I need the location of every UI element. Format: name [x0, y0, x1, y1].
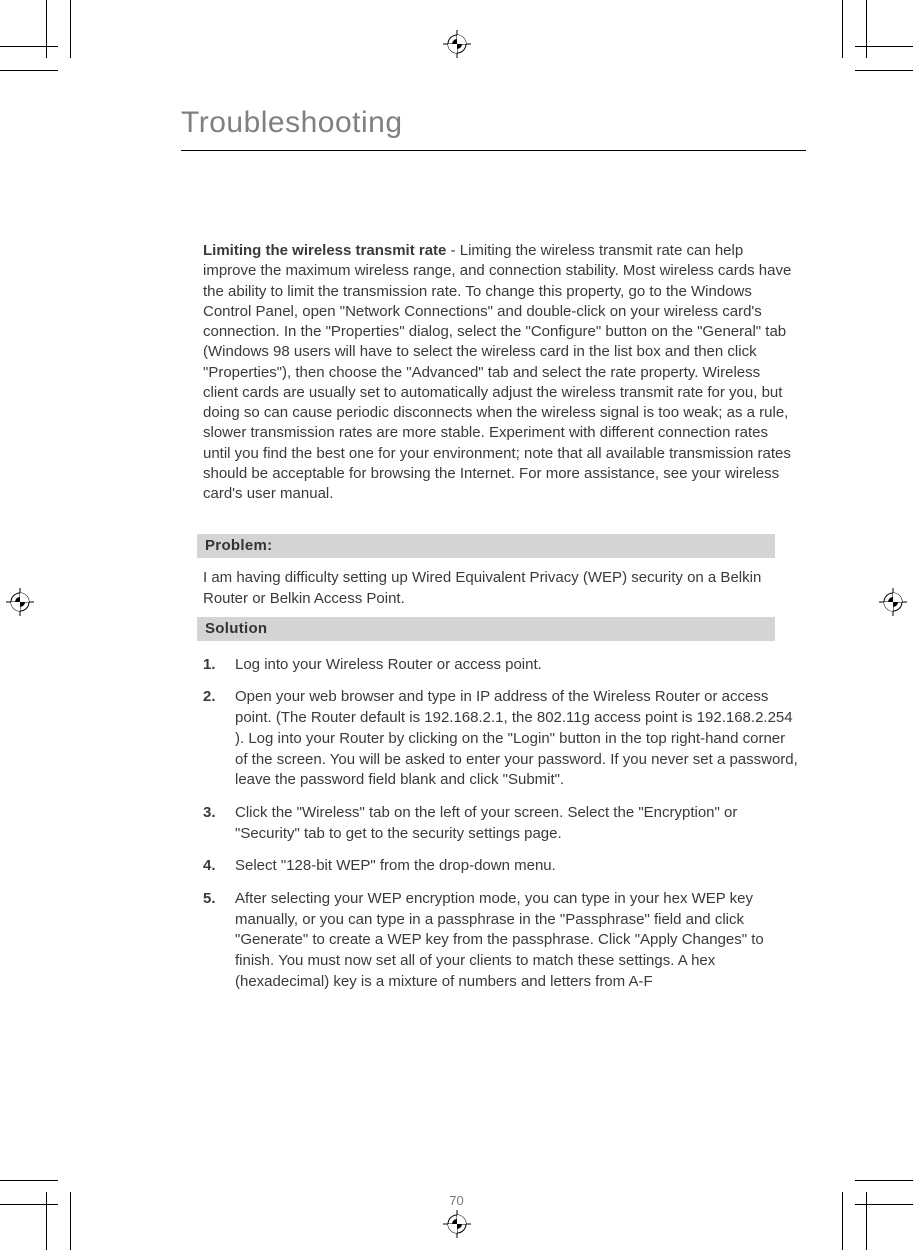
crop-mark [0, 70, 58, 71]
step-text: Select "128-bit WEP" from the drop-down … [235, 856, 798, 877]
title-rule [181, 150, 806, 151]
intro-bold-lead: Limiting the wireless transmit rate [203, 242, 446, 259]
solution-label: Solution [205, 620, 267, 637]
page-title: Troubleshooting [181, 106, 806, 148]
intro-text: - Limiting the wireless transmit rate ca… [203, 242, 791, 502]
page-content: Troubleshooting Limiting the wireless tr… [181, 106, 806, 1004]
registration-mark-icon [6, 588, 34, 616]
registration-mark-icon [443, 30, 471, 58]
step-text: Log into your Wireless Router or access … [235, 655, 798, 676]
problem-text: I am having difficulty setting up Wired … [203, 568, 798, 609]
list-item: 4. Select "128-bit WEP" from the drop-do… [203, 856, 798, 877]
crop-mark [0, 1180, 58, 1181]
crop-mark [855, 70, 913, 71]
crop-mark [46, 0, 47, 58]
crop-mark [855, 1180, 913, 1181]
registration-mark-icon [879, 588, 907, 616]
list-item: 1. Log into your Wireless Router or acce… [203, 655, 798, 676]
crop-mark [866, 0, 867, 58]
problem-label: Problem: [205, 537, 272, 554]
step-text: Open your web browser and type in IP add… [235, 687, 798, 790]
step-number: 5. [203, 889, 235, 992]
list-item: 3. Click the "Wireless" tab on the left … [203, 803, 798, 844]
problem-heading-bar: Problem: [197, 534, 775, 558]
intro-paragraph: Limiting the wireless transmit rate - Li… [203, 241, 798, 504]
registration-mark-icon [443, 1210, 471, 1238]
solution-heading-bar: Solution [197, 617, 775, 641]
step-number: 4. [203, 856, 235, 877]
list-item: 2. Open your web browser and type in IP … [203, 687, 798, 790]
step-number: 1. [203, 655, 235, 676]
page-number: 70 [0, 1193, 913, 1208]
list-item: 5. After selecting your WEP encryption m… [203, 889, 798, 992]
solution-steps: 1. Log into your Wireless Router or acce… [203, 655, 798, 993]
step-text: Click the "Wireless" tab on the left of … [235, 803, 798, 844]
body-content: Limiting the wireless transmit rate - Li… [203, 241, 798, 992]
step-number: 3. [203, 803, 235, 844]
step-number: 2. [203, 687, 235, 790]
crop-mark [70, 0, 71, 58]
crop-mark [842, 0, 843, 58]
step-text: After selecting your WEP encryption mode… [235, 889, 798, 992]
crop-mark [0, 46, 58, 47]
crop-mark [855, 46, 913, 47]
